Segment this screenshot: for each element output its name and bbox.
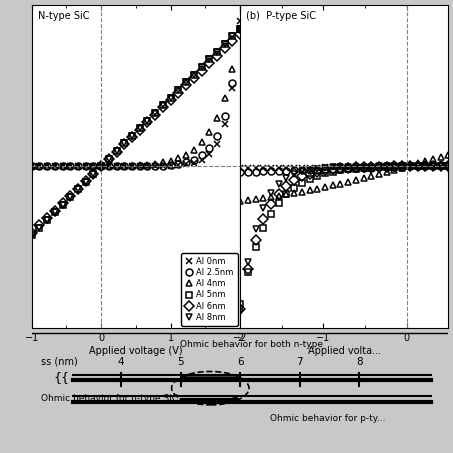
Text: 8: 8 — [356, 357, 362, 367]
Text: {{: {{ — [53, 371, 69, 384]
Text: 7: 7 — [296, 357, 303, 367]
X-axis label: Applied voltage (V): Applied voltage (V) — [89, 346, 183, 356]
Text: Ohmic behavior for n-type SiC: Ohmic behavior for n-type SiC — [41, 395, 178, 404]
X-axis label: Applied volta...: Applied volta... — [308, 346, 381, 356]
Text: N-type SiC: N-type SiC — [38, 11, 89, 21]
Text: Ohmic behavior for both n-type: Ohmic behavior for both n-type — [180, 340, 323, 349]
Text: Ohmic behavior for p-ty...: Ohmic behavior for p-ty... — [270, 414, 386, 423]
Text: 6: 6 — [237, 357, 243, 367]
Text: (b)  P-type SiC: (b) P-type SiC — [246, 11, 316, 21]
Text: 5: 5 — [177, 357, 184, 367]
Legend: Al 0nm, Al 2.5nm, Al 4nm, Al 5nm, Al 6nm, Al 8nm: Al 0nm, Al 2.5nm, Al 4nm, Al 5nm, Al 6nm… — [181, 253, 237, 326]
Text: 4: 4 — [118, 357, 124, 367]
Text: ss (nm): ss (nm) — [41, 357, 77, 367]
